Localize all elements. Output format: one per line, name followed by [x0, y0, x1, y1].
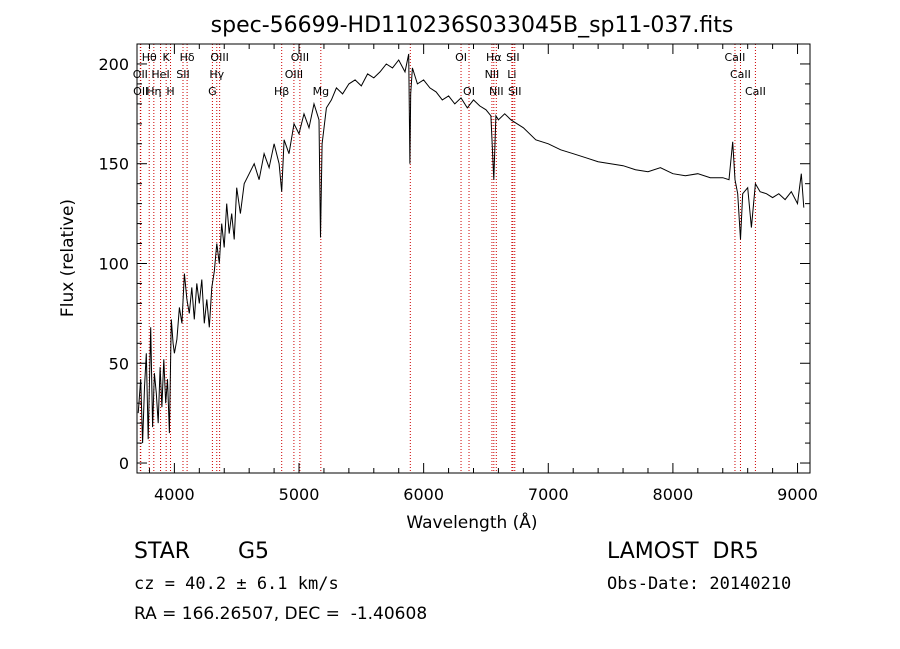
- spectral-line-label: SII: [508, 85, 521, 98]
- spectral-line-label: Hα: [486, 51, 502, 64]
- y-tick-label: 150: [98, 155, 129, 174]
- spectral-line-label: OI: [455, 51, 467, 64]
- spectral-line-label: SII: [506, 51, 519, 64]
- coordinates-text: RA = 166.26507, DEC = -1.40608: [134, 604, 428, 624]
- spectral-line-label: HeI: [151, 68, 169, 81]
- spectral-line-label: Hη: [146, 85, 161, 98]
- spectral-line-label: OIII: [210, 51, 228, 64]
- spectrum-line: [137, 53, 805, 444]
- x-tick-label: 6000: [403, 485, 444, 504]
- x-tick-label: 4000: [154, 485, 195, 504]
- y-tick-label: 100: [98, 254, 129, 273]
- spectral-line-label: H: [166, 85, 174, 98]
- y-axis-label: Flux (relative): [58, 199, 78, 317]
- chart-title: spec-56699-HD110236S033045B_sp11-037.fit…: [211, 13, 734, 38]
- x-tick-label: 5000: [279, 485, 320, 504]
- y-axis: 0 50 100 150 200: [98, 55, 810, 473]
- plot-frame: [136, 43, 811, 474]
- spectral-line-label: CaII: [730, 68, 751, 81]
- y-tick-label: 50: [109, 354, 129, 373]
- y-tick-label: 0: [119, 454, 129, 473]
- y-tick-label: 200: [98, 55, 129, 74]
- x-tick-label: 9000: [777, 485, 818, 504]
- spectral-line-label: G: [208, 85, 217, 98]
- spectral-line-label: NII: [485, 68, 500, 81]
- spectral-line-label: Hγ: [209, 68, 224, 81]
- redshift-text: cz = 40.2 ± 6.1 km/s: [134, 574, 339, 594]
- spectral-line-label: Mg: [313, 85, 329, 98]
- object-subclass: G5: [238, 539, 270, 564]
- spectral-line-label: SII: [176, 68, 189, 81]
- x-tick-label: 7000: [528, 485, 569, 504]
- spectral-line-label: Hδ: [180, 51, 195, 64]
- x-axis: 4000 5000 6000 7000 8000 9000: [148, 44, 818, 504]
- spectral-line-labels: Hθ K Hδ OIII OIII OI Hα SII CaII OII HeI SII Hγ OIII N…: [133, 51, 766, 98]
- x-tick-label: 8000: [653, 485, 694, 504]
- spectral-line-label: OI: [463, 85, 475, 98]
- survey-name: LAMOST DR5: [607, 539, 759, 564]
- spectral-line-label: NII: [489, 85, 504, 98]
- object-class: STAR: [134, 539, 191, 564]
- spectral-line-label: CaII: [725, 51, 746, 64]
- x-axis-label: Wavelength (Å): [406, 511, 537, 533]
- spectral-line-markers: [139, 44, 756, 473]
- spectral-line-label: OII: [133, 68, 148, 81]
- spectral-line-label: Hβ: [274, 85, 289, 98]
- spectral-line-label: Hθ: [142, 51, 157, 64]
- spectral-line-label: K: [163, 51, 171, 64]
- obs-date: Obs-Date: 20140210: [607, 574, 792, 594]
- spectral-line-label: CaII: [745, 85, 766, 98]
- spectral-line-label: OIII: [285, 68, 303, 81]
- spectral-line-label: OIII: [291, 51, 309, 64]
- spectral-line-label: Li: [507, 68, 516, 81]
